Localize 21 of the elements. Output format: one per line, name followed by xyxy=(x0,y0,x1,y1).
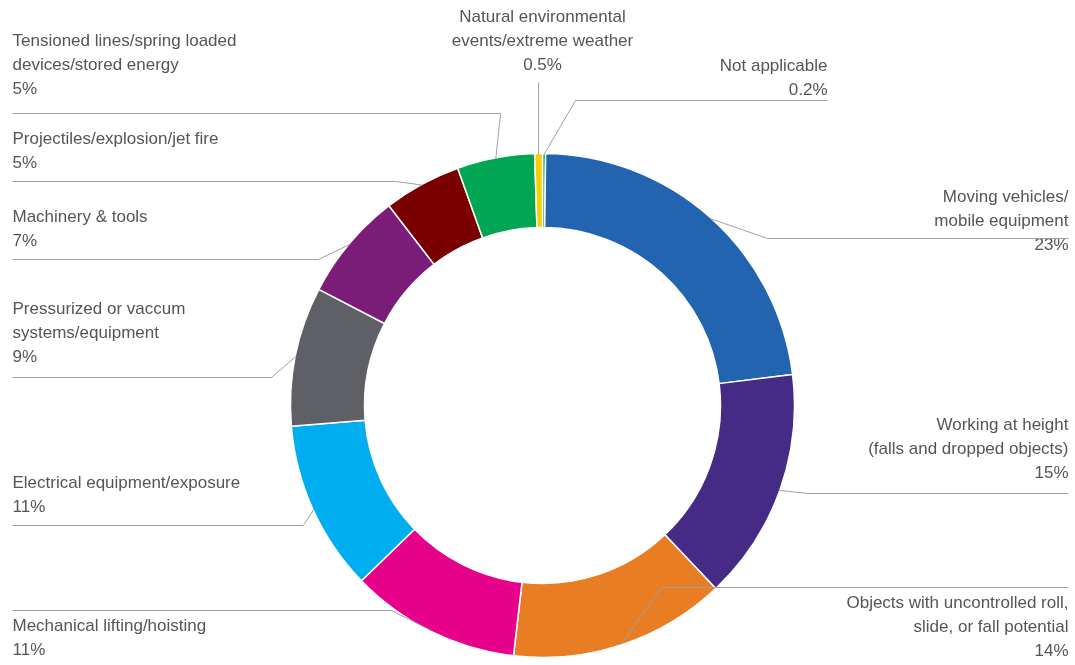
data-label: 9% xyxy=(12,346,38,366)
slice-label: Not applicable xyxy=(719,55,828,75)
slice-label: Tensioned lines/spring loaded devices/stored energy xyxy=(12,30,237,74)
slice-label: Machinery & tools xyxy=(12,206,148,226)
slice-label: Working at height (falls and dropped objects) xyxy=(868,414,1069,458)
data-label: 14% xyxy=(1034,640,1069,660)
data-label: 0.5% xyxy=(523,54,562,74)
data-label: 11% xyxy=(12,639,46,659)
slice-label: Pressurized or vaccum systems/equipment xyxy=(12,298,186,342)
slice-label: Projectiles/explosion/jet fire xyxy=(12,128,219,148)
slice-label: Natural environmental events/extreme weather xyxy=(451,6,634,50)
data-label: 11% xyxy=(12,496,46,516)
slice-label: Electrical equipment/exposure xyxy=(12,472,241,492)
slice-label: Mechanical lifting/hoisting xyxy=(12,615,207,635)
data-label: 5% xyxy=(12,152,38,172)
slice-label: Moving vehicles/ mobile equipment xyxy=(934,186,1069,230)
data-label: 7% xyxy=(12,230,38,250)
slice-label: Objects with uncontrolled roll, slide, or fall potential xyxy=(846,592,1069,636)
data-label: 15% xyxy=(1034,462,1069,482)
data-label: 0.2% xyxy=(788,79,828,99)
data-label: 5% xyxy=(12,78,38,98)
